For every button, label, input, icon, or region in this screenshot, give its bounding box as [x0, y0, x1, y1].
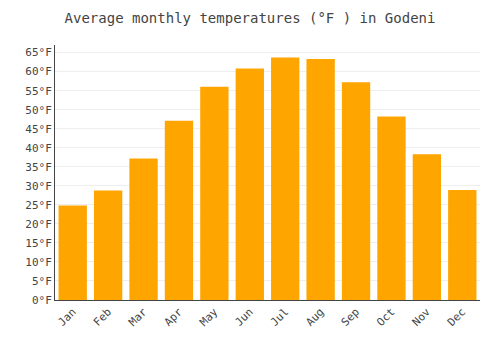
svg-text:Sep: Sep — [339, 306, 362, 329]
svg-text:Jul: Jul — [268, 306, 291, 329]
svg-text:10°F: 10°F — [25, 256, 52, 269]
svg-text:Dec: Dec — [445, 306, 468, 329]
svg-text:50°F: 50°F — [25, 104, 52, 117]
svg-text:20°F: 20°F — [25, 218, 52, 231]
svg-text:65°F: 65°F — [25, 46, 52, 59]
svg-text:Jan: Jan — [55, 306, 78, 329]
svg-text:Oct: Oct — [374, 306, 397, 329]
svg-text:15°F: 15°F — [25, 237, 52, 250]
svg-text:60°F: 60°F — [25, 65, 52, 78]
svg-text:40°F: 40°F — [25, 142, 52, 155]
svg-text:25°F: 25°F — [25, 199, 52, 212]
svg-text:55°F: 55°F — [25, 85, 52, 98]
svg-text:35°F: 35°F — [25, 161, 52, 174]
svg-text:May: May — [197, 305, 221, 329]
svg-text:Average monthly temperatures (: Average monthly temperatures (°F ) in Go… — [65, 10, 436, 26]
svg-text:Feb: Feb — [91, 306, 114, 329]
svg-text:5°F: 5°F — [32, 275, 52, 288]
svg-text:Nov: Nov — [410, 305, 434, 329]
svg-text:0°F: 0°F — [32, 294, 52, 307]
svg-text:Jun: Jun — [233, 306, 256, 329]
svg-text:45°F: 45°F — [25, 123, 52, 136]
svg-text:Aug: Aug — [303, 306, 326, 329]
svg-text:Mar: Mar — [126, 305, 150, 329]
svg-text:Apr: Apr — [162, 305, 186, 329]
svg-text:30°F: 30°F — [25, 180, 52, 193]
